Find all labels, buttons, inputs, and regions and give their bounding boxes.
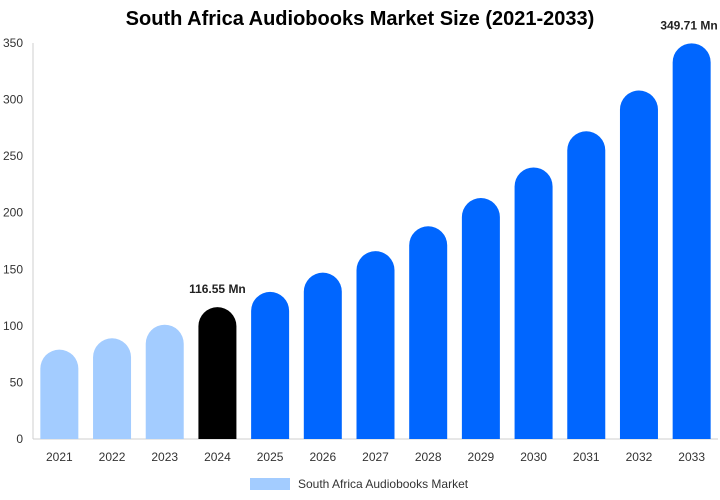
- data-label: 116.55 Mn: [189, 282, 246, 296]
- x-tick-label: 2030: [520, 450, 547, 464]
- data-label: 349.71 Mn: [660, 18, 717, 32]
- legend-label: South Africa Audiobooks Market: [298, 477, 469, 491]
- chart-title: South Africa Audiobooks Market Size (202…: [125, 8, 595, 30]
- bar-2022: [93, 338, 132, 439]
- bar-2026: [303, 272, 342, 439]
- y-tick-label: 300: [3, 93, 23, 107]
- y-tick-label: 0: [16, 432, 23, 446]
- bar-2024: [198, 307, 237, 439]
- bar-2031: [567, 131, 606, 439]
- x-tick-label: 2029: [468, 450, 495, 464]
- x-tick-label: 2025: [257, 450, 284, 464]
- bar-2030: [514, 167, 553, 439]
- x-tick-label: 2022: [99, 450, 126, 464]
- legend-swatch: [250, 478, 290, 490]
- x-tick-label: 2023: [151, 450, 178, 464]
- bar-2025: [251, 291, 290, 439]
- bar-2028: [409, 226, 448, 439]
- x-tick-label: 2032: [626, 450, 653, 464]
- y-tick-label: 150: [3, 262, 23, 276]
- bar-2029: [461, 198, 500, 439]
- bar-2021: [40, 349, 79, 439]
- bar-2032: [619, 90, 658, 440]
- x-tick-label: 2031: [573, 450, 600, 464]
- y-tick-label: 250: [3, 149, 23, 163]
- x-tick-label: 2021: [46, 450, 73, 464]
- y-tick-label: 50: [10, 375, 24, 389]
- bar-2027: [356, 251, 395, 439]
- y-tick-label: 200: [3, 206, 23, 220]
- y-tick-label: 350: [3, 36, 23, 50]
- x-tick-label: 2027: [362, 450, 389, 464]
- x-tick-label: 2024: [204, 450, 231, 464]
- x-tick-label: 2026: [309, 450, 336, 464]
- x-tick-label: 2033: [678, 450, 705, 464]
- bar-2023: [145, 324, 184, 439]
- y-tick-label: 100: [3, 319, 23, 333]
- x-tick-label: 2028: [415, 450, 442, 464]
- bar-2033: [672, 43, 711, 439]
